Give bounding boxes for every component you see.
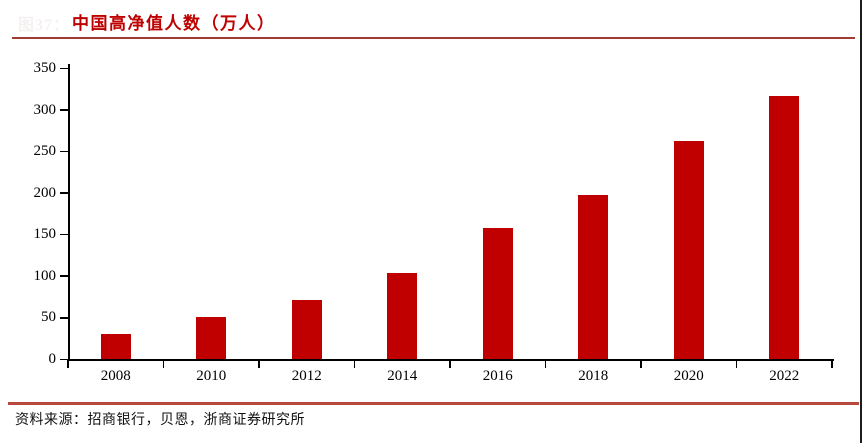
y-axis-label: 50 — [41, 309, 56, 326]
x-axis-label: 2016 — [482, 368, 513, 384]
x-axis-tick — [353, 359, 356, 368]
x-axis-tick — [449, 359, 451, 368]
x-axis-tick — [162, 359, 165, 368]
y-axis-label: 350 — [33, 60, 57, 76]
y-axis-tick — [60, 358, 68, 361]
bar — [196, 317, 227, 359]
x-axis-tick — [258, 359, 260, 368]
x-axis-label: 2020 — [673, 368, 704, 384]
y-axis-tick — [60, 275, 68, 277]
x-axis-tick — [640, 359, 642, 368]
x-axis-line — [68, 359, 834, 361]
y-axis-line — [68, 64, 70, 361]
figure-right-border-line — [860, 0, 862, 443]
y-axis-label: 150 — [33, 226, 57, 243]
x-axis-label: 2008 — [100, 368, 131, 384]
x-axis-label: 2012 — [291, 368, 322, 384]
bar — [100, 334, 131, 359]
bar — [769, 96, 800, 359]
chart-title: 中国高净值人数（万人） — [72, 14, 276, 33]
y-axis-tick — [60, 150, 68, 153]
footer-divider-line — [8, 402, 859, 405]
source-note: 资料来源：招商银行，贝恩，浙商证券研究所 — [15, 413, 305, 428]
bar — [387, 272, 418, 359]
x-axis-tick — [735, 359, 738, 368]
x-axis-tick — [831, 359, 833, 368]
y-axis-label: 200 — [33, 184, 57, 201]
x-axis-tick — [67, 359, 69, 368]
y-axis-tick — [60, 316, 68, 319]
y-axis-tick — [60, 192, 68, 194]
y-axis-tick — [60, 109, 68, 111]
figure-number: 图37： — [18, 17, 71, 34]
y-axis-label: 250 — [33, 143, 57, 160]
y-axis-label: 0 — [48, 351, 57, 367]
bar — [482, 227, 513, 359]
y-axis-tick — [60, 67, 68, 70]
x-axis-label: 2010 — [196, 368, 227, 384]
y-axis-label: 100 — [33, 267, 57, 284]
y-axis-label: 300 — [33, 101, 57, 118]
x-axis-tick — [544, 359, 547, 368]
title-divider-line — [12, 37, 855, 39]
bar — [291, 299, 322, 359]
bar — [578, 195, 609, 359]
x-axis-label: 2022 — [769, 368, 800, 384]
bar — [673, 141, 704, 359]
y-axis-tick — [60, 233, 68, 236]
x-axis-label: 2014 — [387, 368, 418, 384]
x-axis-label: 2018 — [578, 368, 609, 384]
